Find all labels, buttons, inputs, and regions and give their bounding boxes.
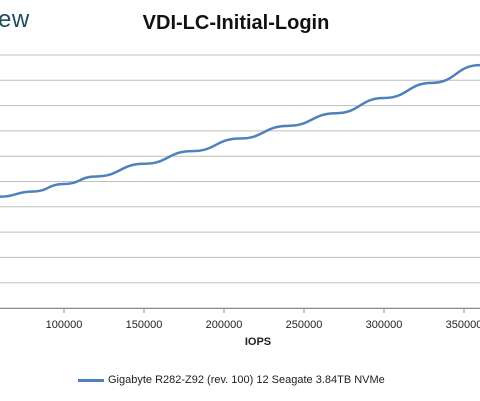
legend-label: Gigabyte R282-Z92 (rev. 100) 12 Seagate …	[108, 374, 385, 386]
brand-logo-text: ew	[0, 6, 30, 33]
x-axis: 100000 150000 200000 250000 300000 350000	[0, 308, 480, 331]
x-tick-label: 100000	[46, 319, 83, 331]
x-tick-label: 250000	[286, 319, 323, 331]
x-tick-label: 350000	[446, 319, 480, 331]
x-tick-label: 200000	[206, 319, 243, 331]
gridlines	[0, 54, 480, 309]
series-lines	[0, 63, 480, 198]
legend-swatch	[78, 378, 104, 382]
x-tick-label: 150000	[126, 319, 163, 331]
chart-title: VDI-LC-Initial-Login	[142, 12, 330, 34]
x-axis-label: IOPS	[244, 336, 272, 348]
legend: Gigabyte R282-Z92 (rev. 100) 12 Seagate …	[78, 374, 385, 386]
series-line	[0, 63, 480, 198]
x-tick-label: 300000	[366, 319, 403, 331]
